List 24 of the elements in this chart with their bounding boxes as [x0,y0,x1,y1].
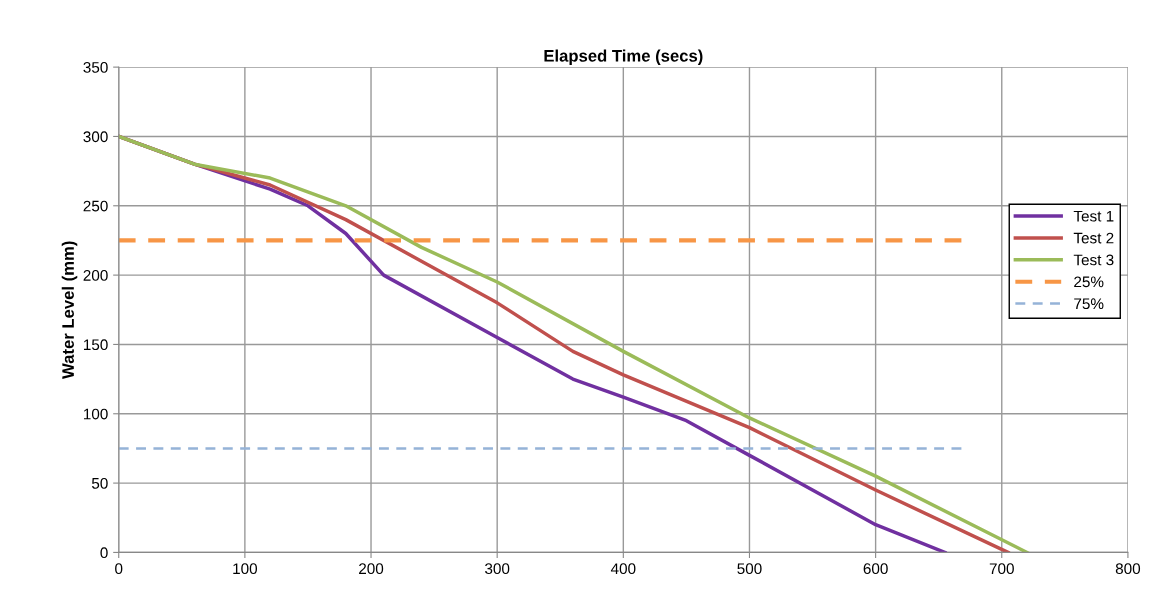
y-tick-label: 350 [83,61,108,73]
y-tick-label: 0 [100,547,108,559]
x-axis-title: Elapsed Time (secs) [544,49,703,66]
legend-label: 25% [1074,276,1104,288]
x-tick-label: 200 [359,563,384,575]
x-tick-label: 600 [863,563,888,575]
x-tick-label: 0 [115,563,123,575]
x-tick-label: 300 [485,563,510,575]
x-tick-label: 800 [1115,563,1141,575]
y-tick-label: 250 [83,200,108,212]
legend-label: Test 2 [1073,232,1114,244]
x-tick-label: 400 [610,563,636,575]
x-tick-label: 700 [989,563,1014,575]
x-tick-label: 100 [233,563,258,575]
legend-label: 75% [1074,298,1104,310]
y-tick-label: 150 [83,339,108,351]
legend-label: Test 1 [1073,210,1114,222]
y-tick-label: 50 [91,477,108,489]
y-axis-title: Water Level (mm) [61,241,78,379]
y-tick-label: 300 [83,131,108,143]
legend-label: Test 3 [1073,254,1114,266]
x-tick-label: 500 [737,563,762,575]
y-tick-label: 100 [83,408,108,420]
y-tick-label: 200 [83,269,108,281]
